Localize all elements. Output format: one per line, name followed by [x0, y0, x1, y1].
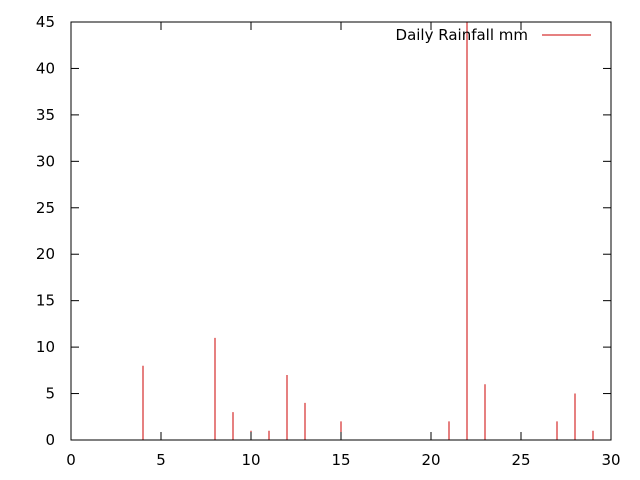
x-tick-label: 30 [601, 451, 620, 469]
y-tick-label: 25 [36, 199, 55, 217]
y-tick-label: 15 [36, 292, 55, 310]
y-tick-label: 20 [36, 245, 55, 263]
y-tick-label: 35 [36, 106, 55, 124]
x-tick-label: 5 [156, 451, 166, 469]
axis-ticks [70, 21, 612, 441]
x-tick-label: 25 [511, 451, 530, 469]
legend: Daily Rainfall mm [396, 26, 591, 44]
plot-area-frame [70, 21, 612, 441]
axis-tick-labels: 0 5 10 15 20 25 30 0 5 10 15 20 25 30 35 40 45 [36, 13, 621, 469]
y-tick-label: 0 [45, 431, 55, 449]
x-tick-label: 20 [421, 451, 440, 469]
y-tick-label: 40 [36, 59, 55, 77]
legend-label: Daily Rainfall mm [396, 26, 528, 44]
x-tick-label: 10 [241, 451, 260, 469]
y-tick-label: 5 [45, 385, 55, 403]
x-tick-label: 0 [66, 451, 76, 469]
bars-layer [142, 22, 594, 440]
y-tick-label: 10 [36, 338, 55, 356]
y-tick-label: 30 [36, 152, 55, 170]
y-tick-label: 45 [36, 13, 55, 31]
x-tick-label: 15 [331, 451, 350, 469]
